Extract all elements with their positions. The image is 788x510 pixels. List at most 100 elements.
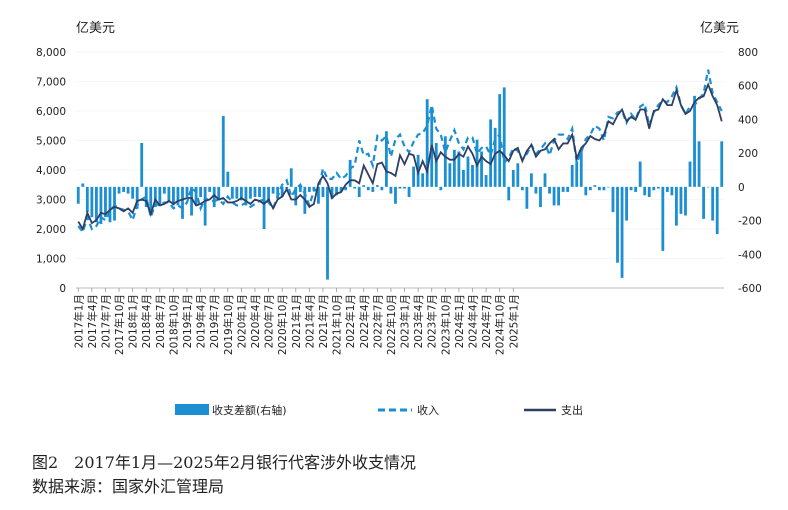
balance-bar xyxy=(502,87,506,187)
balance-bar xyxy=(344,186,348,191)
x-tick-label: 2023年1月 xyxy=(399,294,412,348)
x-tick-label: 2023年10月 xyxy=(439,294,452,355)
balance-bar xyxy=(307,186,311,192)
x-tick-label: 2020年1月 xyxy=(235,294,248,348)
left-tick-label: 1,000 xyxy=(36,254,66,266)
balance-bar xyxy=(434,143,438,187)
balance-bar xyxy=(149,186,153,213)
balance-bar xyxy=(194,186,198,206)
balance-bar xyxy=(425,99,429,187)
balance-bar xyxy=(262,186,266,229)
balance-bar xyxy=(665,186,669,192)
balance-bar xyxy=(616,186,619,263)
balance-bar xyxy=(317,186,320,204)
balance-bar xyxy=(607,186,610,188)
balance-bar xyxy=(697,141,701,187)
x-tick-label: 2018年4月 xyxy=(140,294,153,348)
balance-bar xyxy=(471,164,474,187)
balance-bar xyxy=(661,186,665,251)
balance-bar xyxy=(480,151,483,187)
balance-bar xyxy=(190,186,193,216)
balance-bar xyxy=(221,116,225,187)
balance-bar xyxy=(135,186,139,209)
legend-expense-label: 支出 xyxy=(561,403,583,417)
balance-bar xyxy=(181,186,184,219)
balance-bar xyxy=(466,156,470,187)
balance-bar xyxy=(90,186,94,218)
right-tick-label: -400 xyxy=(738,249,762,261)
balance-bar xyxy=(212,186,216,208)
balance-bar xyxy=(452,149,456,187)
left-tick-label: 7,000 xyxy=(36,77,66,89)
balance-bar xyxy=(715,186,719,235)
balance-bar xyxy=(625,186,628,221)
balance-bar xyxy=(176,186,180,206)
balance-bar xyxy=(230,186,234,199)
balance-bar xyxy=(552,186,556,206)
balance-bar xyxy=(330,186,334,199)
x-tick-label: 2020年4月 xyxy=(249,294,262,348)
right-axis-ticks: 800 600 400 200 0 -200 -400 -600 xyxy=(738,47,762,295)
balance-bar xyxy=(104,186,107,218)
x-tick-label: 2021年7月 xyxy=(317,294,330,348)
balance-bar xyxy=(85,186,89,213)
balance-bar xyxy=(566,186,570,192)
balance-bar xyxy=(543,173,547,187)
balance-bar xyxy=(226,171,230,187)
balance-bar xyxy=(380,186,384,191)
balance-bar xyxy=(258,186,261,197)
balance-bar xyxy=(394,186,397,204)
balance-bar xyxy=(398,186,402,189)
balance-bar xyxy=(412,166,415,187)
balance-bar xyxy=(602,186,606,191)
balance-bar xyxy=(421,173,425,187)
balance-bar xyxy=(199,186,203,197)
balance-bar xyxy=(462,170,465,187)
x-tick-label: 2024年10月 xyxy=(494,294,507,355)
right-tick-label: 0 xyxy=(738,182,745,194)
x-tick-label: 2021年1月 xyxy=(290,294,303,348)
balance-bar xyxy=(280,186,284,197)
balance-bar xyxy=(244,186,248,206)
legend-income-label: 收入 xyxy=(417,403,439,417)
balance-bar xyxy=(693,95,696,187)
balance-bar xyxy=(711,186,715,221)
balance-bar xyxy=(593,185,597,187)
data-source: 数据来源：国家外汇管理局 xyxy=(32,477,225,496)
x-tick-label: 2017年10月 xyxy=(113,294,126,355)
left-tick-label: 3,000 xyxy=(36,195,66,207)
balance-bar xyxy=(348,159,352,187)
balance-bar xyxy=(294,186,298,206)
balance-bar xyxy=(253,186,257,197)
balance-bar xyxy=(235,186,239,199)
balance-bar xyxy=(153,186,157,208)
balance-bar xyxy=(217,186,221,201)
balance-bar xyxy=(312,186,316,191)
x-tick-label: 2022年1月 xyxy=(344,294,357,348)
right-tick-label: 400 xyxy=(738,114,758,126)
balance-bar xyxy=(144,186,148,208)
balance-bar xyxy=(366,186,370,191)
balance-bar xyxy=(647,186,651,197)
balance-bar xyxy=(675,186,678,226)
balance-bar xyxy=(385,131,388,187)
expense-line xyxy=(77,81,723,232)
x-tick-label: 2024年7月 xyxy=(480,294,493,348)
x-tick-label: 2024年4月 xyxy=(467,294,480,348)
balance-bar xyxy=(321,186,325,197)
balance-bar xyxy=(326,186,329,280)
balance-bar xyxy=(276,186,280,199)
balance-bar xyxy=(76,186,80,204)
balance-bar xyxy=(267,186,270,203)
balance-bar xyxy=(158,186,162,206)
x-tick-label: 2024年1月 xyxy=(453,294,466,348)
figure-caption: 图2 2017年1月—2025年2月银行代客涉外收支情况 xyxy=(32,453,416,472)
balance-bar xyxy=(498,94,502,187)
left-tick-label: 2,000 xyxy=(36,224,66,236)
balance-bar xyxy=(557,186,561,206)
gridlines xyxy=(76,51,724,289)
balance-bar xyxy=(443,136,447,187)
balance-bar xyxy=(530,173,533,187)
balance-bar xyxy=(357,186,361,197)
